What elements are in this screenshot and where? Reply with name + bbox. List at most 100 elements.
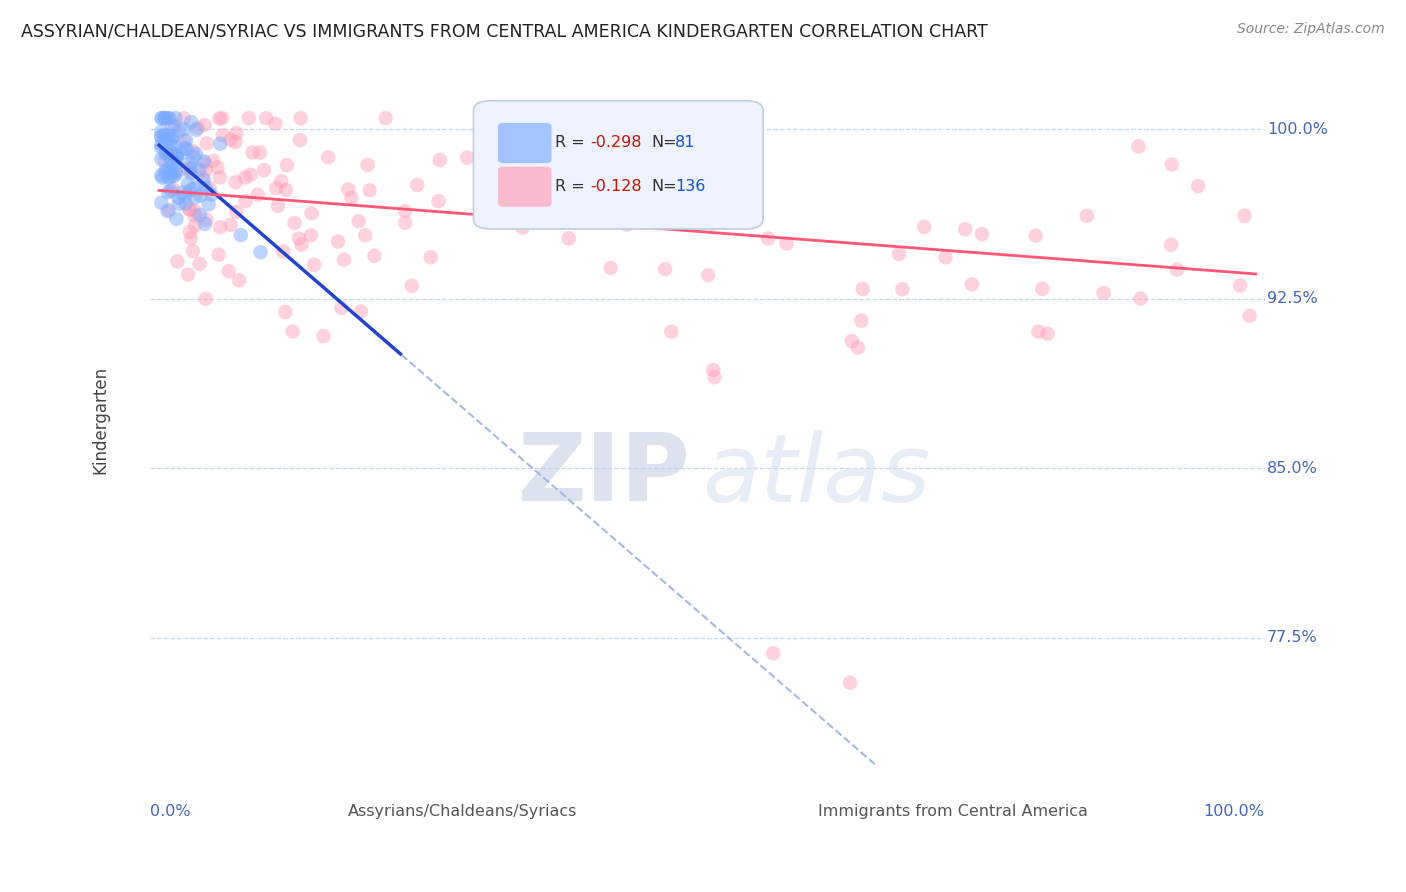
Point — [150, 124, 173, 138]
Text: 100.0%: 100.0% — [1204, 805, 1264, 820]
Point — [180, 156, 202, 170]
Point — [225, 175, 247, 189]
Point — [150, 195, 173, 210]
Point — [702, 363, 724, 377]
Text: 136: 136 — [675, 179, 706, 194]
Point — [186, 123, 208, 137]
Point — [846, 341, 869, 355]
Point — [152, 170, 174, 185]
Point — [406, 178, 429, 192]
Point — [419, 250, 441, 264]
Point — [211, 111, 233, 125]
Point — [160, 156, 183, 170]
Text: R =: R = — [555, 136, 589, 151]
Point — [1233, 209, 1256, 223]
Point — [177, 163, 200, 178]
Point — [153, 111, 176, 125]
Point — [172, 186, 194, 200]
Point — [288, 133, 311, 147]
Point — [887, 247, 910, 261]
Point — [1229, 278, 1251, 293]
Point — [160, 146, 183, 161]
Point — [172, 146, 194, 161]
Point — [1092, 285, 1115, 300]
Point — [207, 161, 229, 175]
Point — [180, 161, 202, 175]
Point — [456, 151, 478, 165]
Point — [225, 126, 247, 140]
Point — [173, 134, 195, 148]
Text: Assyrians/Chaldeans/Syriacs: Assyrians/Chaldeans/Syriacs — [347, 805, 576, 820]
Point — [174, 196, 197, 211]
Point — [167, 196, 190, 211]
Point — [218, 264, 240, 278]
Point — [160, 166, 183, 180]
Point — [702, 217, 724, 231]
Point — [1036, 326, 1059, 341]
Point — [254, 111, 277, 125]
Point — [184, 219, 207, 233]
Point — [852, 282, 875, 296]
Point — [713, 147, 735, 161]
Text: Kindergarten: Kindergarten — [91, 366, 110, 474]
Point — [157, 203, 180, 218]
Point — [654, 262, 676, 277]
Point — [157, 150, 180, 164]
Point — [165, 164, 187, 178]
Point — [851, 313, 873, 327]
Point — [756, 231, 779, 245]
Point — [157, 185, 180, 199]
Point — [150, 129, 173, 144]
Point — [249, 245, 271, 260]
Text: N=: N= — [652, 136, 678, 151]
Point — [290, 111, 312, 125]
Point — [274, 305, 297, 319]
Point — [162, 119, 184, 133]
Point — [173, 122, 195, 136]
Point — [1166, 262, 1188, 277]
Point — [184, 190, 207, 204]
Point — [181, 182, 204, 196]
Point — [363, 249, 385, 263]
Point — [354, 228, 377, 243]
Text: ASSYRIAN/CHALDEAN/SYRIAC VS IMMIGRANTS FROM CENTRAL AMERICA KINDERGARTEN CORRELA: ASSYRIAN/CHALDEAN/SYRIAC VS IMMIGRANTS F… — [21, 22, 988, 40]
Point — [219, 218, 242, 232]
Point — [208, 170, 231, 185]
Point — [401, 278, 423, 293]
Point — [173, 189, 195, 203]
Point — [173, 111, 195, 125]
Point — [912, 219, 935, 234]
Point — [165, 152, 187, 166]
Point — [156, 162, 179, 177]
Text: 85.0%: 85.0% — [1267, 460, 1317, 475]
Point — [194, 118, 217, 132]
Point — [184, 180, 207, 194]
Point — [394, 204, 416, 219]
Point — [603, 194, 626, 209]
Point — [194, 163, 217, 178]
Point — [953, 222, 976, 236]
Point — [202, 153, 225, 168]
Point — [233, 170, 256, 185]
Point — [166, 254, 188, 268]
Point — [150, 129, 173, 144]
Point — [181, 145, 204, 159]
Point — [150, 137, 173, 152]
Point — [253, 163, 276, 178]
Point — [193, 154, 215, 169]
Point — [394, 216, 416, 230]
Point — [160, 184, 183, 198]
Point — [165, 211, 187, 226]
Text: 100.0%: 100.0% — [1267, 122, 1327, 137]
Point — [350, 304, 373, 318]
Point — [155, 146, 177, 161]
Point — [1160, 157, 1182, 171]
Point — [340, 191, 363, 205]
Point — [229, 227, 252, 242]
Point — [150, 111, 173, 125]
Point — [266, 181, 288, 195]
Point — [299, 228, 322, 243]
Point — [160, 147, 183, 161]
Point — [209, 136, 232, 151]
Point — [156, 145, 179, 160]
